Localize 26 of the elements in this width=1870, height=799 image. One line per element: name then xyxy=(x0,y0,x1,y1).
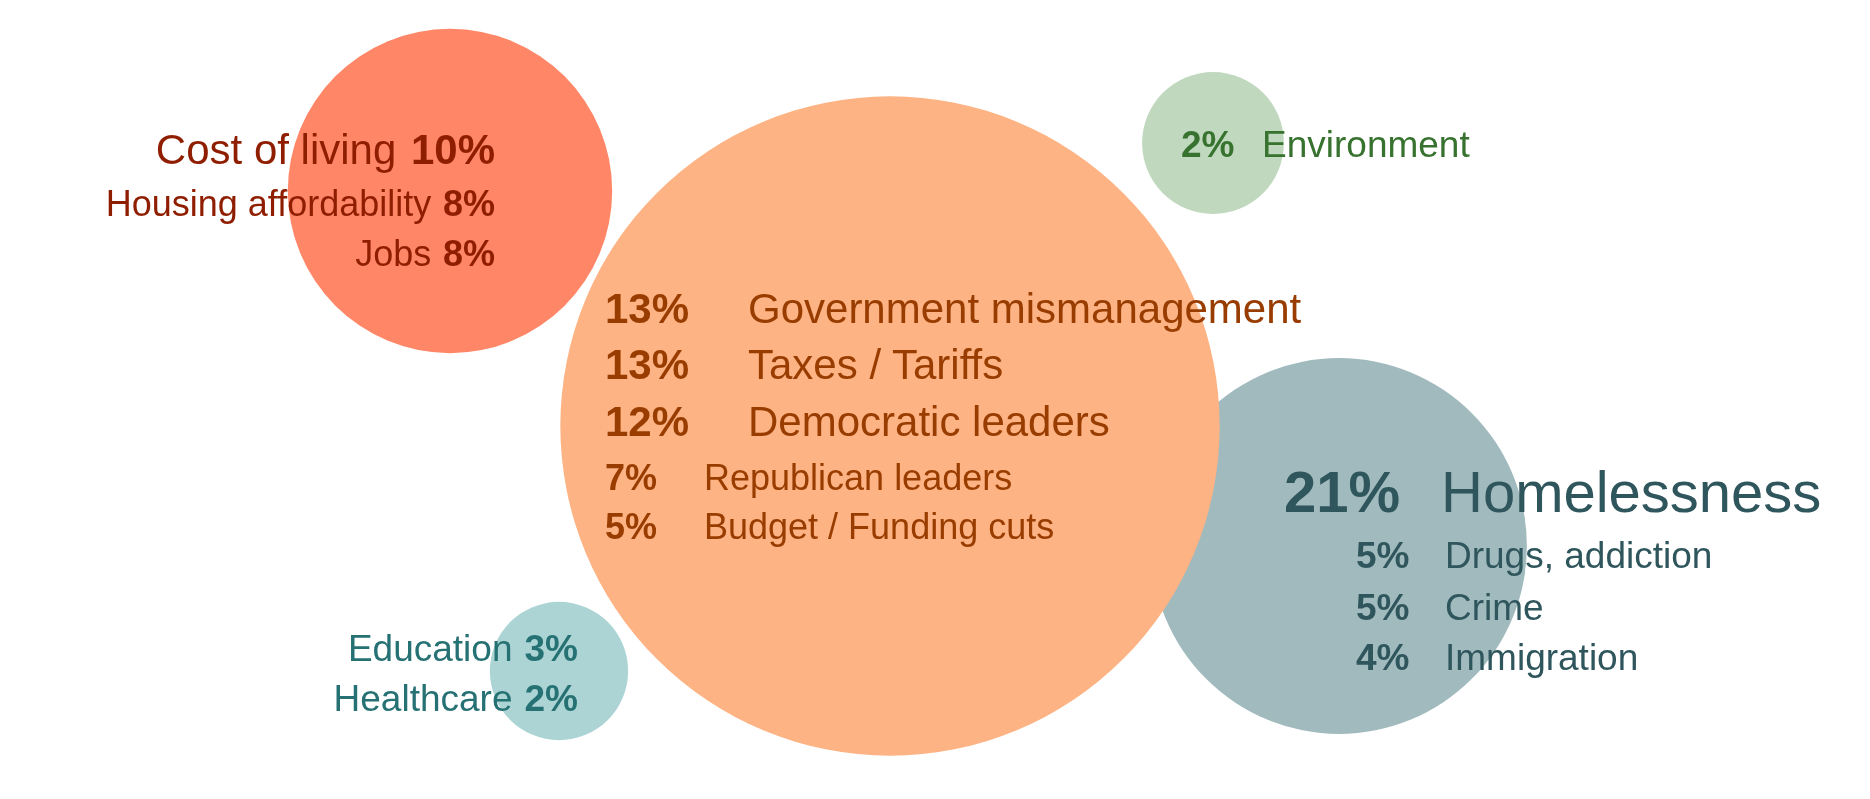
category-label: Taxes / Tariffs xyxy=(748,341,1004,388)
category-label: Republican leaders xyxy=(704,457,1013,498)
data-label: 4% xyxy=(1356,637,1410,678)
data-label: 2% xyxy=(1181,124,1235,165)
category-label: Democratic leaders xyxy=(748,398,1110,445)
category-label: Homelessness xyxy=(1441,459,1822,524)
data-label: 2% xyxy=(524,678,578,719)
data-label: 21% xyxy=(1284,459,1401,524)
category-label: Jobs xyxy=(355,233,432,274)
data-label: 10% xyxy=(410,126,495,173)
data-label: 7% xyxy=(605,457,658,498)
data-label: 12% xyxy=(605,398,690,445)
data-label: 8% xyxy=(442,233,495,274)
category-label: Budget / Funding cuts xyxy=(704,506,1055,547)
category-label: Immigration xyxy=(1445,637,1639,678)
category-label: Healthcare xyxy=(333,678,513,719)
category-label: Education xyxy=(347,628,513,669)
data-label: 13% xyxy=(605,285,690,332)
data-label: 5% xyxy=(1356,535,1410,576)
category-label: Environment xyxy=(1262,124,1471,165)
data-label: 3% xyxy=(524,628,578,669)
data-label: 5% xyxy=(605,506,658,547)
data-label: 8% xyxy=(442,183,495,224)
category-label: Cost of living xyxy=(155,126,397,173)
data-label: 5% xyxy=(1356,587,1410,628)
data-label: 13% xyxy=(605,341,690,388)
